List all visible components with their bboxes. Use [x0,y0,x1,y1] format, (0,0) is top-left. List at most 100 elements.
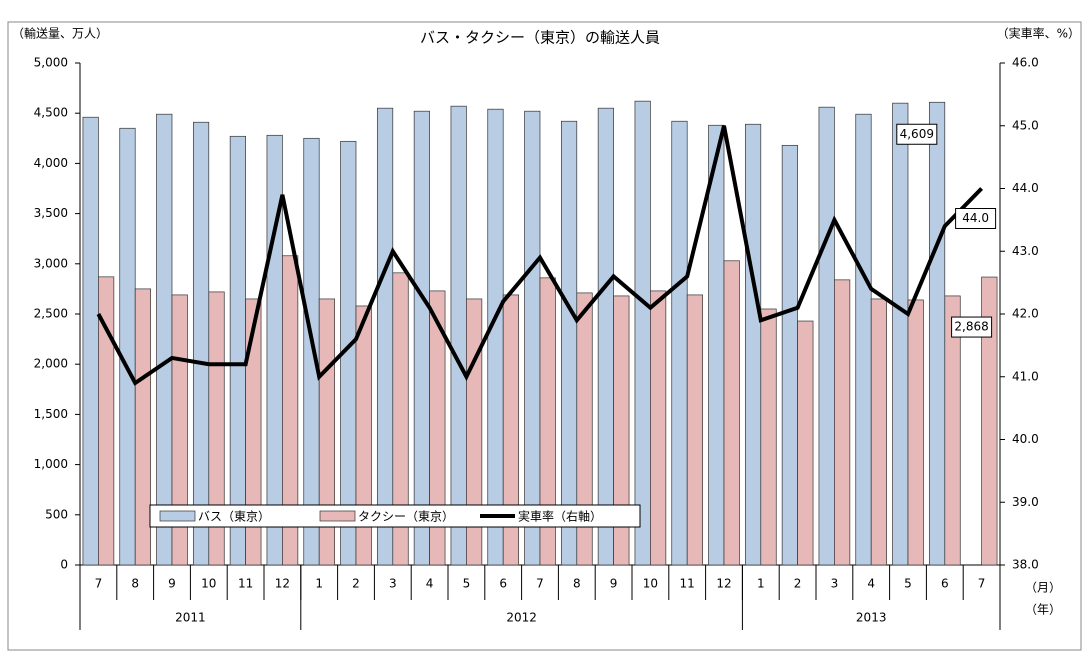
bar [208,291,225,566]
value-label-box [896,123,938,145]
x-tick-label: 1 [315,577,323,591]
bar [171,294,188,566]
x-tick-label: 11 [680,577,695,591]
y-tick-label: 1,500 [34,407,68,421]
y2-tick-label: 44.0 [1012,181,1039,195]
bar [781,144,798,566]
bar [487,108,504,566]
bar [376,107,394,566]
bar [944,295,961,566]
y-tick-label: 4,000 [34,156,68,170]
y-tick-label: 5,000 [34,56,68,70]
x-tick-label: 5 [904,577,912,591]
x-tick-label: 2 [352,577,360,591]
y2-tick-label: 38.0 [1012,558,1039,572]
y-tick-label: 2,000 [34,357,68,371]
x-tick-label: 2 [794,577,802,591]
bar [981,276,998,566]
bar [818,106,835,566]
y2-tick-label: 40.0 [1012,432,1039,446]
bar [119,127,136,566]
bar [229,135,246,566]
y2-tick-label: 41.0 [1012,369,1039,383]
bar [413,110,430,566]
bar [797,320,814,566]
bar [892,102,909,566]
x-tick-label: 5 [463,577,471,591]
bar [560,120,578,566]
bar [671,120,688,566]
x-tick-label: 3 [389,577,397,591]
x2-axis-title: （年） [1025,603,1061,617]
bar [650,290,667,566]
legend-label: タクシー（東京） [358,510,454,524]
bar [834,279,851,566]
value-label: 2,868 [954,320,988,334]
y-tick-label: 3,000 [34,256,68,270]
x-tick-label: 4 [867,577,875,591]
x-tick-label: 9 [168,577,176,591]
x-tick-label: 4 [426,577,434,591]
bar [686,294,704,566]
bar [928,101,946,566]
y-axis-title: （輸送量、万人） [12,26,108,41]
bar [282,255,299,566]
year-label: 2012 [506,611,537,625]
chart-title: バス・タクシー（東京）の輸送人員 [420,29,660,47]
x-tick-label: 11 [238,577,253,591]
bar [760,308,777,566]
bar [156,113,173,566]
bar [723,260,740,566]
bar [870,298,888,566]
bar [634,100,651,566]
y2-axis-title: （実車率、%） [997,26,1080,41]
legend [149,504,641,528]
x-tick-label: 8 [131,577,139,591]
y-tick-label: 4,500 [34,106,68,120]
value-label-box [951,316,993,338]
y2-tick-label: 46.0 [1012,56,1039,70]
year-label: 2013 [856,611,887,625]
x-axis-title: （月） [1025,581,1061,595]
bar [576,292,593,566]
legend-label: バス（東京） [198,510,270,524]
y-tick-label: 0 [60,558,68,572]
value-label: 4,609 [900,127,934,141]
value-label: 44.0 [962,211,989,225]
x-tick-label: 7 [95,577,103,591]
y2-tick-label: 43.0 [1012,244,1039,258]
y2-tick-label: 42.0 [1012,307,1039,321]
bar [392,272,409,566]
value-label-box [955,208,997,229]
bar [613,295,630,566]
y2-tick-label: 45.0 [1012,118,1039,132]
x-tick-label: 12 [716,577,731,591]
bar [429,290,446,566]
y-tick-label: 3,500 [34,206,68,220]
x-tick-label: 7 [978,577,986,591]
x-tick-label: 9 [610,577,618,591]
x-tick-label: 8 [573,577,581,591]
bar [744,123,762,566]
y2-tick-label: 39.0 [1012,495,1039,509]
x-tick-label: 6 [941,577,949,591]
x-tick-label: 3 [831,577,839,591]
bar [708,124,725,566]
year-label: 2011 [175,611,206,625]
line [96,125,984,386]
x-tick-label: 12 [275,577,290,591]
bar [355,305,372,566]
y-tick-label: 1,000 [34,457,68,471]
x-tick-label: 6 [499,577,507,591]
bar [98,276,115,566]
bar [450,105,467,566]
x-tick-label: 10 [643,577,658,591]
y-tick-label: 500 [45,507,68,521]
bar [245,298,262,566]
bar [597,107,614,566]
bar [855,113,872,566]
bar [82,116,99,566]
legend-label: 実車率（右軸） [518,509,602,524]
bar [134,288,152,566]
